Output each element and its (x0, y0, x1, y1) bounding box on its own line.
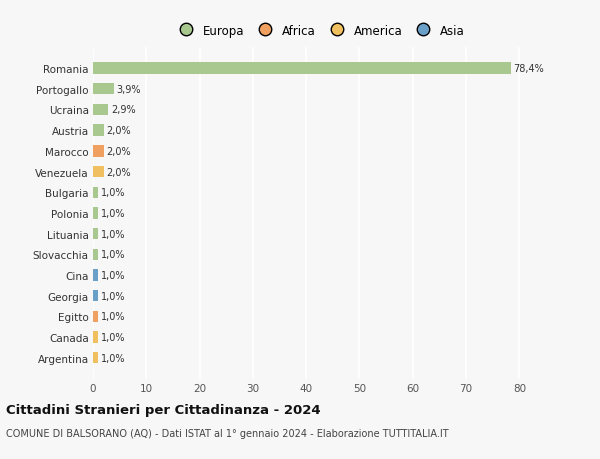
Text: COMUNE DI BALSORANO (AQ) - Dati ISTAT al 1° gennaio 2024 - Elaborazione TUTTITAL: COMUNE DI BALSORANO (AQ) - Dati ISTAT al… (6, 428, 449, 438)
Bar (93, 291, 98, 302)
Text: 1,0%: 1,0% (101, 353, 125, 363)
Text: 2,9%: 2,9% (111, 105, 136, 115)
Legend: Europa, Africa, America, Asia: Europa, Africa, America, Asia (171, 21, 468, 41)
Text: 2,0%: 2,0% (106, 126, 131, 136)
Bar (93, 332, 98, 343)
Bar (93, 208, 98, 219)
Bar (93, 146, 104, 157)
Text: 2,0%: 2,0% (106, 146, 131, 157)
Text: 1,0%: 1,0% (101, 312, 125, 322)
Text: 78,4%: 78,4% (514, 64, 544, 74)
Text: Cittadini Stranieri per Cittadinanza - 2024: Cittadini Stranieri per Cittadinanza - 2… (6, 403, 320, 416)
Text: 1,0%: 1,0% (101, 229, 125, 239)
Text: 1,0%: 1,0% (101, 270, 125, 280)
Bar (93, 63, 511, 74)
Bar (93, 353, 98, 364)
Text: 2,0%: 2,0% (106, 167, 131, 177)
Bar (93, 229, 98, 240)
Text: 1,0%: 1,0% (101, 291, 125, 301)
Bar (93, 187, 98, 198)
Text: 1,0%: 1,0% (101, 250, 125, 260)
Bar (93, 105, 109, 116)
Bar (93, 270, 98, 281)
Bar (93, 167, 104, 178)
Bar (93, 249, 98, 260)
Bar (93, 311, 98, 322)
Text: 1,0%: 1,0% (101, 188, 125, 198)
Text: 1,0%: 1,0% (101, 208, 125, 218)
Bar (93, 125, 104, 136)
Text: 3,9%: 3,9% (116, 84, 141, 95)
Text: 1,0%: 1,0% (101, 332, 125, 342)
Bar (93, 84, 114, 95)
